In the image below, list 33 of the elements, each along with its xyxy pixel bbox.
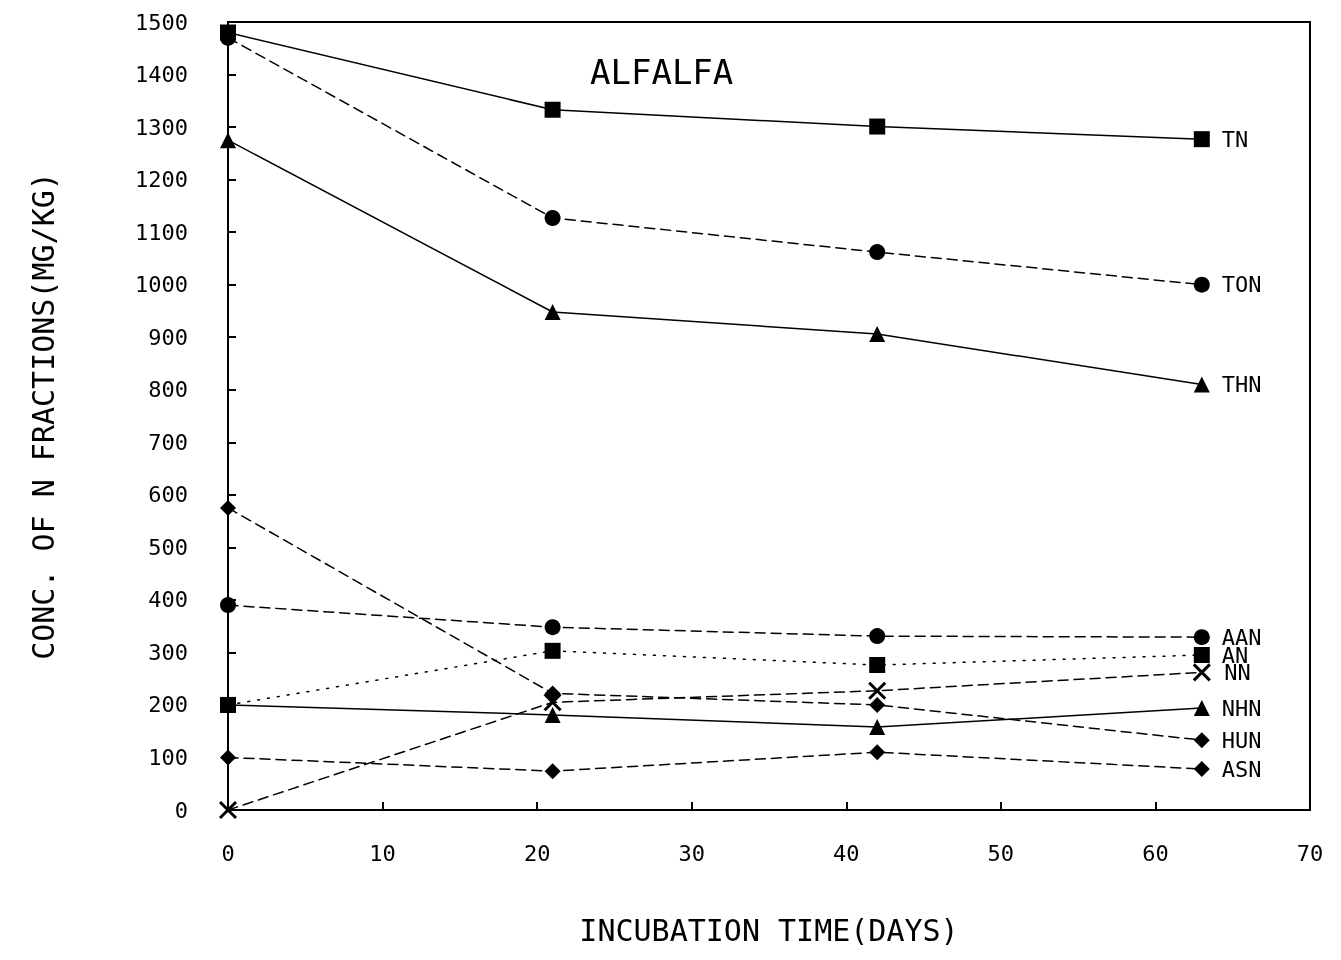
y-tick-label: 1000 <box>135 272 188 298</box>
series-label: HUN <box>1221 727 1262 753</box>
x-tick-label: 30 <box>678 840 705 866</box>
y-tick-label: 700 <box>148 429 188 455</box>
x-tick-label: 0 <box>221 840 235 866</box>
y-tick-label: 0 <box>174 797 188 823</box>
series-label: THN <box>1221 371 1262 397</box>
y-tick-label: 1300 <box>135 114 188 140</box>
y-tick-label: 500 <box>148 534 188 560</box>
series-label: ASN <box>1221 756 1262 782</box>
y-tick-label: 400 <box>148 587 188 613</box>
series-label: NHN <box>1221 695 1262 721</box>
y-tick-label: 1500 <box>135 9 188 35</box>
y-tick-label: 900 <box>148 324 188 350</box>
x-tick-label: 40 <box>833 840 860 866</box>
x-tick-label: 60 <box>1142 840 1169 866</box>
y-tick-label: 100 <box>148 744 188 770</box>
x-tick-label: 70 <box>1296 840 1324 866</box>
y-tick-label: 300 <box>148 639 188 665</box>
x-axis-title: INCUBATION TIME(DAYS) <box>579 912 959 948</box>
y-tick-label: 800 <box>148 377 188 403</box>
series-label: TN <box>1221 126 1249 152</box>
y-tick-label: 1200 <box>135 167 188 193</box>
y-tick-label: 1400 <box>135 62 188 88</box>
text: ALFALFA <box>590 52 734 92</box>
x-tick-label: 20 <box>523 840 551 866</box>
series-label: TON <box>1221 272 1262 298</box>
y-tick-label: 200 <box>148 692 188 718</box>
x-tick-label: 10 <box>369 840 396 866</box>
y-axis-title: CONC. OF N FRACTIONS(MG/KG) <box>25 172 61 660</box>
y-tick-label: 1100 <box>135 219 188 245</box>
y-tick-label: 600 <box>148 482 188 508</box>
x-tick-label: 50 <box>987 840 1015 866</box>
